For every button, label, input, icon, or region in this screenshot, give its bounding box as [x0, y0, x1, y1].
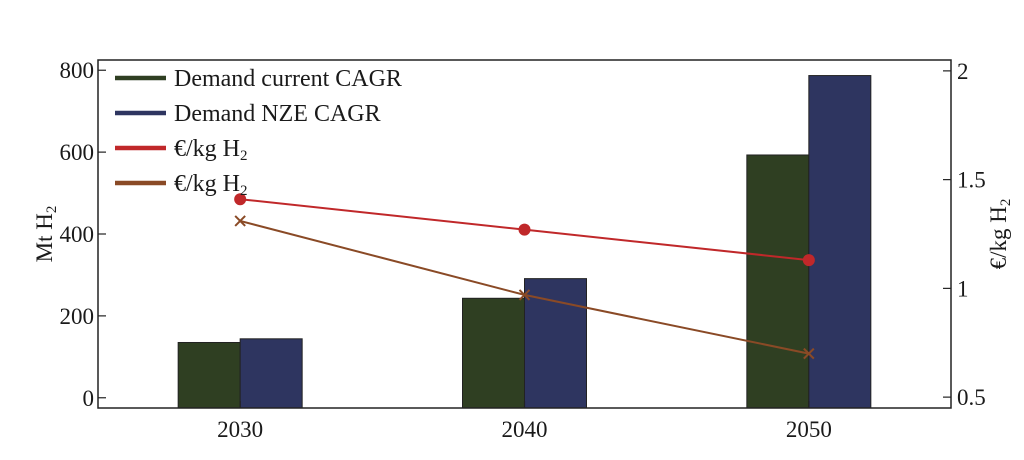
- x-tick-label-2040: 2040: [502, 417, 548, 442]
- right-tick-label: 1.5: [957, 168, 986, 193]
- price-point-1-2030: [234, 193, 247, 206]
- bar-current-cagr-2030: [177, 341, 241, 409]
- right-axis: 0.5 1 1.5 2: [943, 59, 986, 410]
- left-axis: 0 200 400 600 800: [60, 58, 106, 411]
- x-tick-label-2030: 2030: [217, 417, 263, 442]
- bar-nze-cagr-2050: [808, 75, 872, 409]
- price-point-2-2030: [234, 215, 246, 227]
- price-point-1-2040: [518, 223, 531, 236]
- right-tick-label: 2: [957, 59, 969, 84]
- legend-label-2: Demand NZE CAGR: [174, 101, 381, 127]
- bars-layer: [177, 75, 872, 409]
- right-axis-title: €/kg H2: [986, 199, 1014, 270]
- left-tick-label: 0: [83, 386, 95, 411]
- bar-nze-cagr-2040: [524, 278, 587, 409]
- price-point-2-2050: [803, 347, 815, 360]
- bar-current-cagr-2040: [462, 297, 525, 409]
- legend-label-1: Demand current CAGR: [174, 66, 402, 92]
- right-tick-label: 0.5: [957, 385, 986, 410]
- left-tick-label: 600: [60, 140, 95, 165]
- bar-current-cagr-2050: [746, 154, 810, 409]
- x-tick-label-2050: 2050: [786, 417, 832, 442]
- price-point-1-2050: [802, 254, 815, 267]
- left-tick-label: 200: [60, 304, 95, 329]
- lines-layer: [234, 193, 815, 360]
- left-axis-title: Mt H2: [32, 206, 60, 263]
- left-tick-label: 400: [60, 222, 95, 247]
- x-axis: 2030 2040 2050: [217, 401, 832, 442]
- left-tick-label: 800: [60, 58, 95, 83]
- price-point-2-2040: [518, 289, 531, 301]
- legend-label-3: €/kg H2: [174, 136, 248, 164]
- legend-label-4: €/kg H2: [174, 171, 248, 199]
- legend: Demand current CAGR Demand NZE CAGR €/kg H…: [115, 66, 402, 199]
- bar-nze-cagr-2030: [239, 338, 303, 409]
- right-tick-label: 1: [957, 276, 969, 301]
